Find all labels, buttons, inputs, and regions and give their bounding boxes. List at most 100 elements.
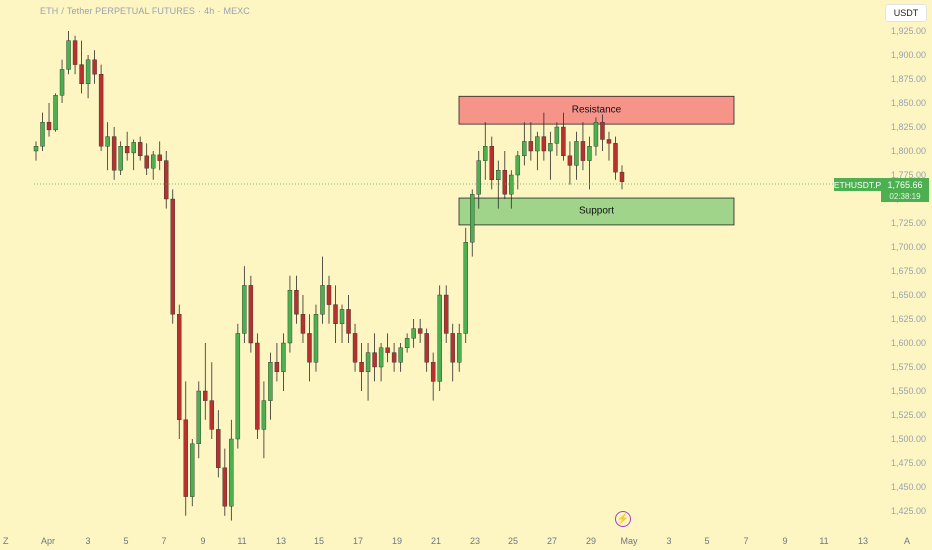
candle[interactable]	[463, 227, 468, 343]
candle[interactable]	[593, 117, 599, 156]
resistance-zone[interactable]	[458, 95, 735, 125]
candle[interactable]	[411, 319, 416, 348]
candle[interactable]	[587, 136, 592, 190]
candle[interactable]	[255, 333, 260, 439]
candle[interactable]	[183, 381, 188, 516]
candle[interactable]	[600, 114, 605, 151]
support-zone[interactable]	[458, 197, 735, 226]
candle[interactable]	[528, 122, 534, 161]
candle[interactable]	[98, 64, 104, 151]
candle[interactable]	[619, 165, 625, 190]
candle[interactable]	[281, 333, 286, 391]
candle[interactable]	[157, 141, 162, 171]
candle[interactable]	[548, 131, 553, 180]
candle[interactable]	[105, 122, 110, 171]
candle[interactable]	[59, 59, 65, 103]
candle[interactable]	[476, 151, 481, 209]
candle[interactable]	[33, 141, 39, 161]
candle[interactable]	[274, 343, 280, 382]
candle[interactable]	[72, 35, 78, 75]
candle[interactable]	[242, 266, 247, 343]
candle[interactable]	[339, 304, 345, 343]
candle[interactable]	[483, 122, 488, 180]
tradingview-logo[interactable]: Z	[3, 536, 9, 546]
candle[interactable]	[209, 362, 215, 439]
candle[interactable]	[606, 131, 612, 161]
candle[interactable]	[150, 151, 156, 180]
lightning-icon[interactable]: ⚡	[615, 511, 631, 527]
candle[interactable]	[92, 50, 97, 84]
candle[interactable]	[66, 31, 71, 75]
candle[interactable]	[450, 323, 455, 382]
candle[interactable]	[79, 40, 84, 94]
candle[interactable]	[496, 160, 501, 209]
candle[interactable]	[378, 343, 384, 382]
candle[interactable]	[430, 352, 436, 401]
candle[interactable]	[222, 448, 228, 516]
candle[interactable]	[46, 103, 52, 137]
candlestick-chart[interactable]	[0, 0, 880, 532]
candle[interactable]	[541, 112, 547, 161]
candle[interactable]	[196, 381, 201, 459]
candle[interactable]	[190, 439, 195, 507]
candle[interactable]	[470, 189, 475, 257]
candle[interactable]	[229, 419, 234, 521]
candle[interactable]	[164, 151, 169, 209]
chart-area[interactable]	[0, 0, 880, 532]
candle[interactable]	[398, 343, 403, 372]
candle[interactable]	[177, 304, 182, 439]
candle[interactable]	[515, 151, 521, 190]
candle[interactable]	[313, 304, 319, 372]
candle[interactable]	[574, 131, 579, 180]
time-axis[interactable]: Apr 3 5 7 9 11 13 15 17 19 21 23 25 27 29 May 3 5 7 9 11 13 A	[0, 532, 932, 550]
candle[interactable]	[53, 93, 58, 132]
candle[interactable]	[346, 295, 351, 343]
candle[interactable]	[372, 333, 377, 382]
candle[interactable]	[489, 136, 494, 190]
candle[interactable]	[509, 170, 514, 209]
price-axis[interactable]: 1,925.00 1,900.00 1,875.00 1,850.00 1,825.00…	[880, 0, 932, 532]
candle[interactable]	[613, 136, 618, 180]
candle[interactable]	[443, 285, 449, 343]
candle[interactable]	[554, 122, 560, 156]
currency-button[interactable]: USDT	[885, 4, 927, 22]
candle[interactable]	[85, 55, 91, 99]
candle[interactable]	[385, 333, 390, 363]
candle[interactable]	[300, 295, 306, 343]
candle[interactable]	[203, 343, 208, 420]
candle[interactable]	[567, 141, 573, 185]
candle[interactable]	[268, 352, 273, 420]
candle[interactable]	[502, 151, 508, 199]
candle[interactable]	[326, 275, 332, 324]
candle[interactable]	[170, 189, 175, 324]
candle[interactable]	[391, 343, 397, 372]
candle[interactable]	[437, 285, 442, 391]
interval-label[interactable]: 4h	[204, 6, 215, 16]
candle[interactable]	[535, 131, 540, 171]
candle[interactable]	[294, 275, 299, 324]
candle[interactable]	[580, 122, 586, 171]
candle[interactable]	[352, 323, 358, 372]
candle[interactable]	[561, 112, 566, 161]
candle[interactable]	[261, 381, 267, 459]
candle[interactable]	[424, 328, 429, 372]
candle[interactable]	[124, 131, 130, 161]
candle[interactable]	[307, 314, 312, 382]
candle[interactable]	[417, 319, 423, 343]
candle[interactable]	[216, 410, 221, 478]
candle[interactable]	[111, 127, 117, 180]
candle[interactable]	[40, 112, 45, 151]
candle[interactable]	[359, 343, 364, 391]
candle[interactable]	[248, 275, 254, 353]
candle[interactable]	[365, 343, 371, 401]
auto-scale-button[interactable]: A	[903, 536, 911, 546]
candle[interactable]	[287, 275, 293, 353]
candle[interactable]	[235, 323, 241, 449]
candle[interactable]	[457, 323, 462, 372]
candle[interactable]	[137, 136, 143, 161]
candle[interactable]	[522, 122, 527, 166]
candle[interactable]	[131, 139, 136, 171]
candle[interactable]	[404, 333, 410, 353]
candle[interactable]	[320, 256, 325, 324]
candle[interactable]	[118, 141, 123, 175]
